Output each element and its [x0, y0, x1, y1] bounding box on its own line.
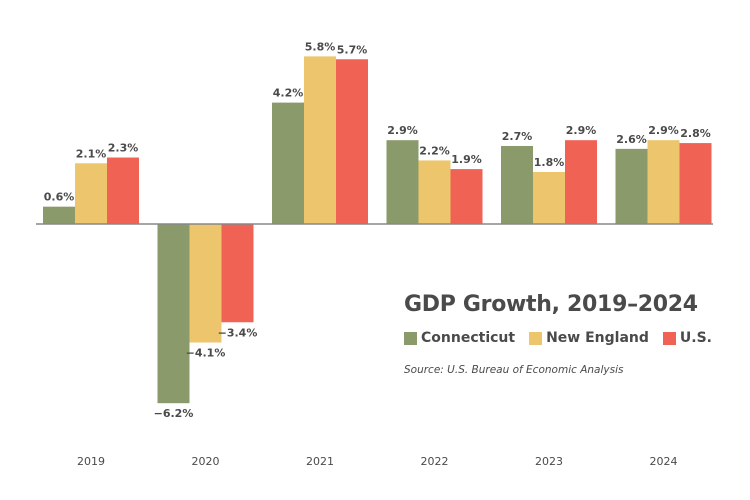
x-tick-2020: 2020 [192, 455, 220, 468]
chart-title: GDP Growth, 2019–2024 [404, 292, 698, 317]
value-label-connecticut-2022: 2.9% [387, 124, 418, 137]
value-label-connecticut-2020: −6.2% [154, 407, 194, 420]
value-label-u-s-2021: 5.7% [337, 43, 368, 56]
x-tick-2023: 2023 [535, 455, 563, 468]
bar-connecticut-2020 [157, 224, 190, 404]
x-tick-2022: 2022 [421, 455, 449, 468]
bar-new-england-2022 [418, 160, 451, 224]
bar-u-s-2021 [336, 59, 368, 224]
value-label-new-england-2023: 1.8% [534, 156, 565, 169]
value-label-u-s-2022: 1.9% [451, 153, 482, 166]
value-label-connecticut-2021: 4.2% [273, 87, 304, 100]
value-label-u-s-2023: 2.9% [566, 124, 597, 137]
value-label-connecticut-2024: 2.6% [616, 133, 647, 146]
bar-new-england-2020 [189, 224, 222, 343]
legend-swatch-new-england [529, 331, 543, 345]
bar-new-england-2023 [533, 171, 565, 224]
bar-u-s-2022 [450, 169, 483, 224]
x-tick-labels-group: 2019 2020 2021 2022 2023 2024 [77, 455, 678, 468]
source-note: Source: U.S. Bureau of Economic Analysis [404, 364, 624, 376]
value-label-new-england-2024: 2.9% [648, 124, 679, 137]
value-label-new-england-2019: 2.1% [76, 147, 107, 160]
value-label-u-s-2024: 2.8% [680, 127, 711, 140]
legend-swatch-connecticut [404, 331, 417, 345]
bar-new-england-2019 [75, 163, 107, 224]
bar-u-s-2023 [565, 140, 597, 224]
bar-connecticut-2019 [43, 206, 75, 224]
legend-item-us: U.S. [662, 330, 712, 346]
bar-u-s-2024 [679, 143, 712, 224]
value-label-u-s-2019: 2.3% [108, 142, 139, 155]
bar-connecticut-2022 [386, 140, 419, 224]
value-label-new-england-2021: 5.8% [305, 40, 336, 53]
value-label-connecticut-2023: 2.7% [502, 130, 533, 143]
bar-connecticut-2023 [501, 145, 533, 224]
bar-connecticut-2021 [272, 102, 304, 224]
legend-label-us: U.S. [679, 330, 712, 346]
x-tick-2019: 2019 [77, 455, 105, 468]
bars-group [43, 56, 712, 404]
bar-u-s-2019 [107, 157, 139, 224]
value-label-connecticut-2019: 0.6% [44, 191, 75, 204]
x-tick-2024: 2024 [650, 455, 678, 468]
legend-label-connecticut: Connecticut [421, 330, 516, 346]
value-label-new-england-2022: 2.2% [419, 144, 450, 157]
value-labels-group: 0.6% 2.1% 2.3% −6.2% −4.1% −3.4% 4.2% 5.8% 5.7% 2… [44, 40, 711, 420]
x-tick-2021: 2021 [306, 455, 334, 468]
bar-new-england-2024 [647, 140, 680, 224]
value-label-u-s-2020: −3.4% [218, 326, 258, 339]
bar-connecticut-2024 [615, 148, 648, 224]
legend-item-connecticut: Connecticut [404, 330, 515, 346]
legend-swatch-us [662, 331, 676, 345]
legend-item-new-england: New England [529, 330, 649, 346]
value-label-new-england-2020: −4.1% [186, 346, 226, 359]
legend: Connecticut New England U.S. [404, 330, 712, 346]
bar-u-s-2020 [221, 224, 254, 323]
legend-label-new-england: New England [546, 330, 649, 346]
bar-new-england-2021 [304, 56, 336, 224]
